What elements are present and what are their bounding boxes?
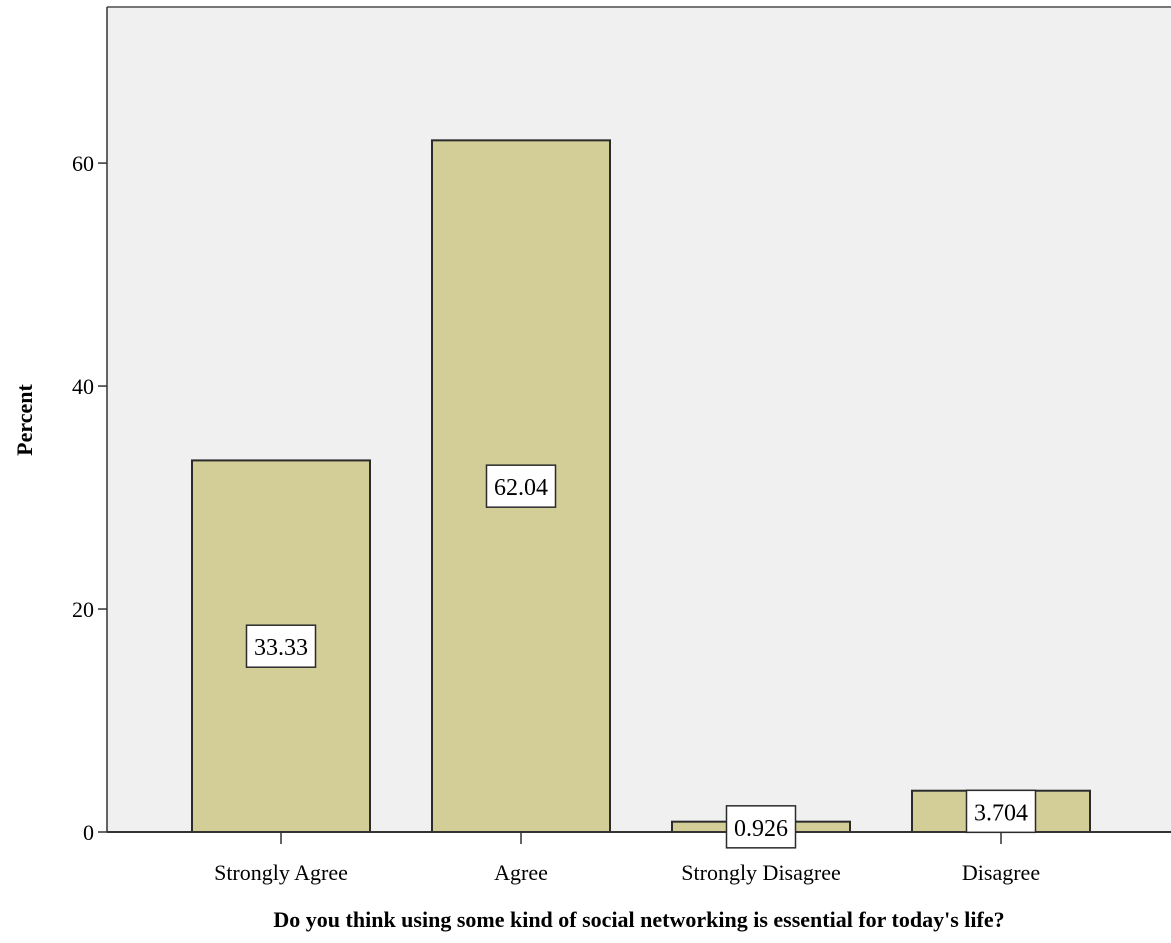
data-labels-group: 33.33 62.04 0.926 3.704 (245, 464, 1037, 849)
x-tick-label: Disagree (962, 860, 1040, 885)
data-label-text: 62.04 (494, 475, 548, 501)
y-tick-label: 60 (72, 151, 94, 176)
data-label: 3.704 (965, 789, 1037, 834)
data-label-text: 33.33 (254, 635, 308, 661)
y-axis: 0 20 40 60 (72, 6, 1171, 845)
y-tick-label: 40 (72, 374, 94, 399)
x-axis-title: Do you think using some kind of social n… (273, 907, 1004, 932)
data-label-text: 3.704 (974, 800, 1028, 826)
x-tick-label: Agree (494, 860, 548, 885)
data-label-box (965, 789, 1037, 834)
data-label-box (245, 624, 317, 668)
y-tick-label: 20 (72, 597, 94, 622)
data-label-box (725, 805, 797, 849)
data-label: 0.926 (725, 805, 797, 849)
x-tick-label: Strongly Agree (214, 860, 348, 885)
data-label: 62.04 (485, 464, 557, 508)
y-axis-title: Percent (12, 384, 37, 456)
data-label-text: 0.926 (734, 816, 788, 842)
data-label: 33.33 (245, 624, 317, 668)
x-tick-label: Strongly Disagree (681, 860, 840, 885)
y-tick-label: 0 (83, 820, 94, 845)
x-axis: Strongly Agree Agree Strongly Disagree Disa… (107, 831, 1171, 885)
data-label-box (485, 464, 557, 508)
